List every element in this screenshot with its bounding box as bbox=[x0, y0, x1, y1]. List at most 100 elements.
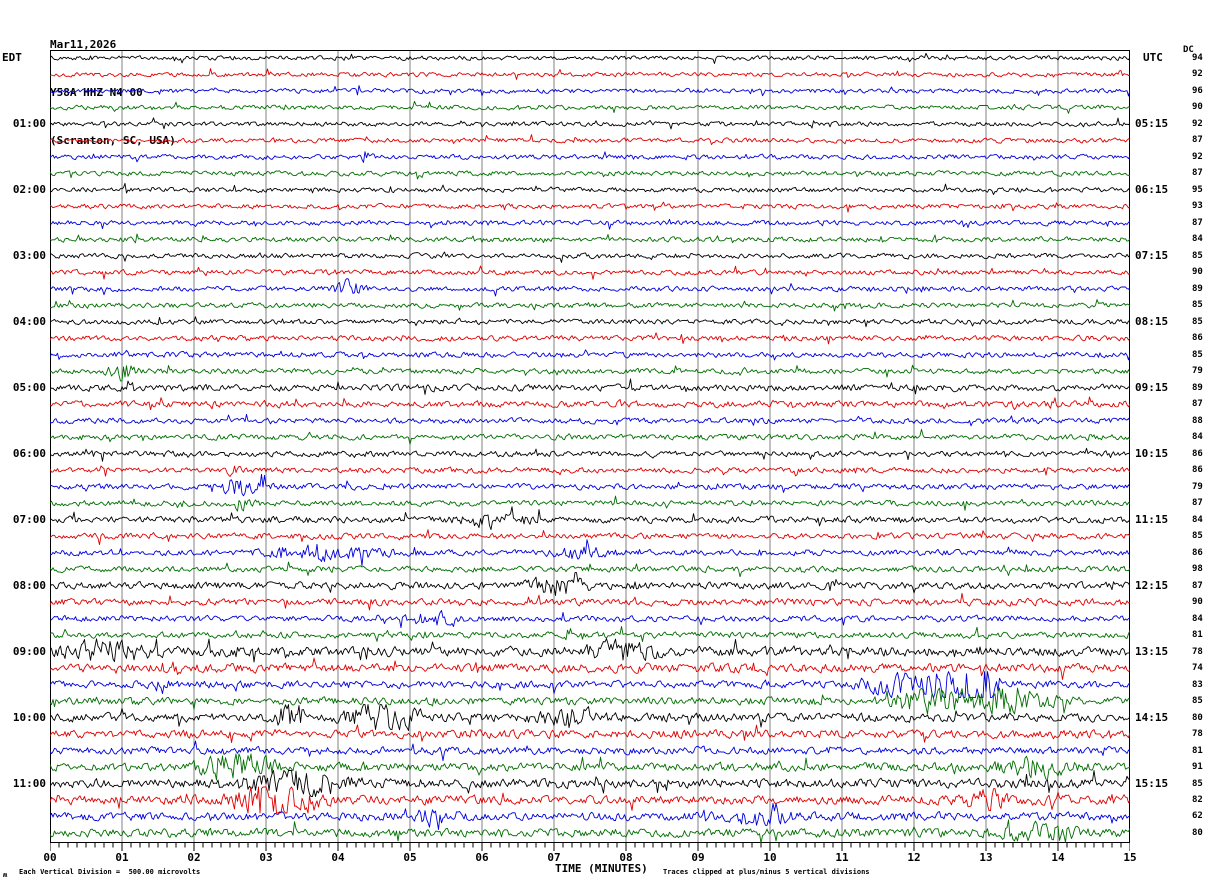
utc-time-label: 07:15 bbox=[1135, 248, 1169, 262]
dc-value: 87 bbox=[1192, 217, 1203, 228]
trace-line bbox=[50, 413, 1130, 427]
edt-time-label: 01:00 bbox=[12, 116, 46, 130]
dc-value: 85 bbox=[1192, 349, 1203, 360]
trace-line bbox=[50, 572, 1130, 596]
dc-value: 86 bbox=[1192, 448, 1203, 459]
utc-time-label: 11:15 bbox=[1135, 512, 1169, 526]
dc-value: 94 bbox=[1192, 53, 1203, 63]
minute-tick-label: 03 bbox=[259, 851, 273, 864]
utc-time-label: 05:15 bbox=[1135, 116, 1169, 130]
dc-value: 84 bbox=[1192, 613, 1203, 624]
dc-value: 80 bbox=[1192, 712, 1203, 723]
trace-line bbox=[50, 539, 1130, 567]
minute-tick-label: 08 bbox=[619, 851, 633, 864]
minute-tick-label: 11 bbox=[835, 851, 849, 864]
minute-tick-label: 06 bbox=[475, 851, 489, 864]
dc-value: 87 bbox=[1192, 498, 1203, 509]
utc-time-label: 12:15 bbox=[1135, 578, 1169, 592]
edt-time-label: 11:00 bbox=[12, 776, 46, 790]
dc-value: 79 bbox=[1192, 366, 1203, 377]
edt-time-label: 06:00 bbox=[12, 446, 46, 460]
dc-value: 85 bbox=[1192, 300, 1203, 311]
trace-line bbox=[50, 638, 1130, 663]
trace-line bbox=[50, 332, 1130, 345]
dc-column-header: DC bbox=[1183, 45, 1194, 55]
dc-value: 85 bbox=[1192, 531, 1203, 542]
dc-value: 81 bbox=[1192, 745, 1203, 756]
trace-line bbox=[50, 506, 1130, 531]
trace-line bbox=[50, 592, 1130, 611]
minute-tick-label: 10 bbox=[763, 851, 777, 864]
utc-time-label: 10:15 bbox=[1135, 446, 1169, 460]
dc-value: 62 bbox=[1192, 811, 1203, 822]
trace-line bbox=[50, 278, 1130, 297]
x-axis-title: TIME (MINUTES) bbox=[555, 862, 648, 875]
edt-time-label: 08:00 bbox=[12, 578, 46, 592]
dc-value: 90 bbox=[1192, 267, 1203, 278]
trace-line bbox=[50, 117, 1130, 130]
trace-line bbox=[50, 218, 1130, 230]
trace-line bbox=[50, 561, 1130, 578]
trace-line bbox=[50, 151, 1130, 163]
dc-value: 79 bbox=[1192, 481, 1203, 492]
clip-footnote: Traces clipped at plus/minus 5 vertical … bbox=[663, 868, 870, 876]
dc-value: 88 bbox=[1192, 415, 1203, 426]
dc-value: 92 bbox=[1192, 69, 1203, 80]
trace-line bbox=[50, 495, 1130, 512]
edt-time-label: 04:00 bbox=[12, 314, 46, 328]
title-block: Mar11,2026 Y58A HHZ N4 00 (Scranton, SC,… bbox=[50, 5, 176, 181]
minute-tick-label: 12 bbox=[907, 851, 921, 864]
minute-tick-label: 07 bbox=[547, 851, 561, 864]
dc-value: 89 bbox=[1192, 382, 1203, 393]
minute-tick-label: 05 bbox=[403, 851, 417, 864]
trace-line bbox=[50, 364, 1130, 382]
utc-time-label: 13:15 bbox=[1135, 644, 1169, 658]
dc-value: 85 bbox=[1192, 316, 1203, 327]
edt-time-label: 05:00 bbox=[12, 380, 46, 394]
trace-line bbox=[50, 182, 1130, 196]
minute-tick-label: 02 bbox=[187, 851, 201, 864]
trace-line bbox=[50, 704, 1130, 732]
utc-time-label: 15:15 bbox=[1135, 776, 1169, 790]
dc-value: 90 bbox=[1192, 102, 1203, 113]
trace-line bbox=[50, 134, 1130, 146]
trace-line bbox=[50, 85, 1130, 97]
dc-value: 93 bbox=[1192, 201, 1203, 212]
trace-line bbox=[50, 201, 1130, 213]
dc-value: 91 bbox=[1192, 762, 1203, 773]
trace-line bbox=[50, 68, 1130, 80]
minute-tick-label: 01 bbox=[115, 851, 129, 864]
dc-value: 90 bbox=[1192, 597, 1203, 608]
dc-value: 95 bbox=[1192, 184, 1203, 195]
dc-value: 86 bbox=[1192, 465, 1203, 476]
trace-line bbox=[50, 740, 1130, 762]
dc-value: 87 bbox=[1192, 135, 1203, 146]
x-axis-ticks bbox=[50, 843, 1130, 851]
edt-time-label: 02:00 bbox=[12, 182, 46, 196]
trace-line bbox=[50, 671, 1130, 699]
edt-time-label: 09:00 bbox=[12, 644, 46, 658]
dc-value: 87 bbox=[1192, 580, 1203, 591]
title-date: Mar11,2026 bbox=[50, 38, 117, 51]
trace-line bbox=[50, 687, 1130, 715]
seismogram-plot-area bbox=[50, 50, 1130, 843]
right-timezone-header: UTC bbox=[1143, 51, 1163, 64]
trace-line bbox=[50, 265, 1130, 280]
trace-line bbox=[50, 349, 1130, 361]
dc-value: 74 bbox=[1192, 663, 1203, 674]
dc-value: 98 bbox=[1192, 564, 1203, 575]
dc-value: 86 bbox=[1192, 547, 1203, 558]
trace-line bbox=[50, 473, 1130, 497]
utc-time-label: 08:15 bbox=[1135, 314, 1169, 328]
trace-line bbox=[50, 610, 1130, 629]
seismogram-traces bbox=[50, 50, 1130, 843]
trace-line bbox=[50, 233, 1130, 244]
trace-line bbox=[50, 378, 1130, 395]
minute-tick-label: 09 bbox=[691, 851, 705, 864]
dc-value: 89 bbox=[1192, 283, 1203, 294]
trace-line bbox=[50, 447, 1130, 462]
title-station: Y58A HHZ N4 00 bbox=[50, 86, 143, 99]
minute-tick-label: 14 bbox=[1051, 851, 1065, 864]
trace-line bbox=[50, 251, 1130, 263]
minute-tick-label: 13 bbox=[979, 851, 993, 864]
